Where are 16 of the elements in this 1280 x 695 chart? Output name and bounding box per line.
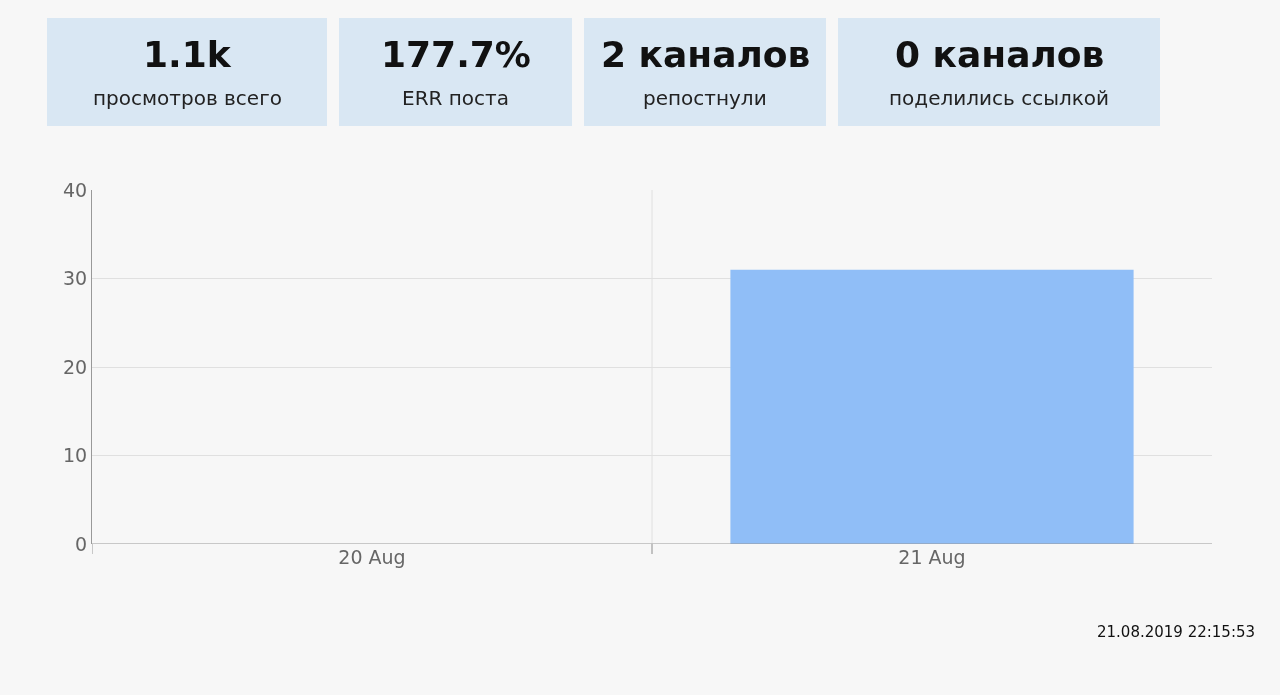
- text: просмотров всего: [93, 86, 282, 110]
- text: 0 каналов: [895, 34, 1105, 75]
- text: 21.08.2019 22:15:53: [1097, 623, 1256, 641]
- x-tick-label: 21 Aug: [898, 546, 966, 568]
- text: 177.7%: [381, 34, 531, 75]
- text: 2 каналов: [601, 34, 811, 75]
- x-tick-label: 20 Aug: [338, 546, 406, 568]
- y-tick-label: 10: [63, 444, 88, 467]
- text: ERR поста: [402, 86, 510, 110]
- y-tick-label: 0: [75, 532, 88, 555]
- text: репостнули: [643, 86, 767, 110]
- text: 1.1k: [143, 34, 232, 75]
- y-tick-label: 30: [63, 267, 88, 290]
- y-tick-label: 20: [63, 355, 88, 378]
- y-tick-label: 40: [63, 178, 88, 201]
- text: поделились ссылкой: [889, 86, 1110, 110]
